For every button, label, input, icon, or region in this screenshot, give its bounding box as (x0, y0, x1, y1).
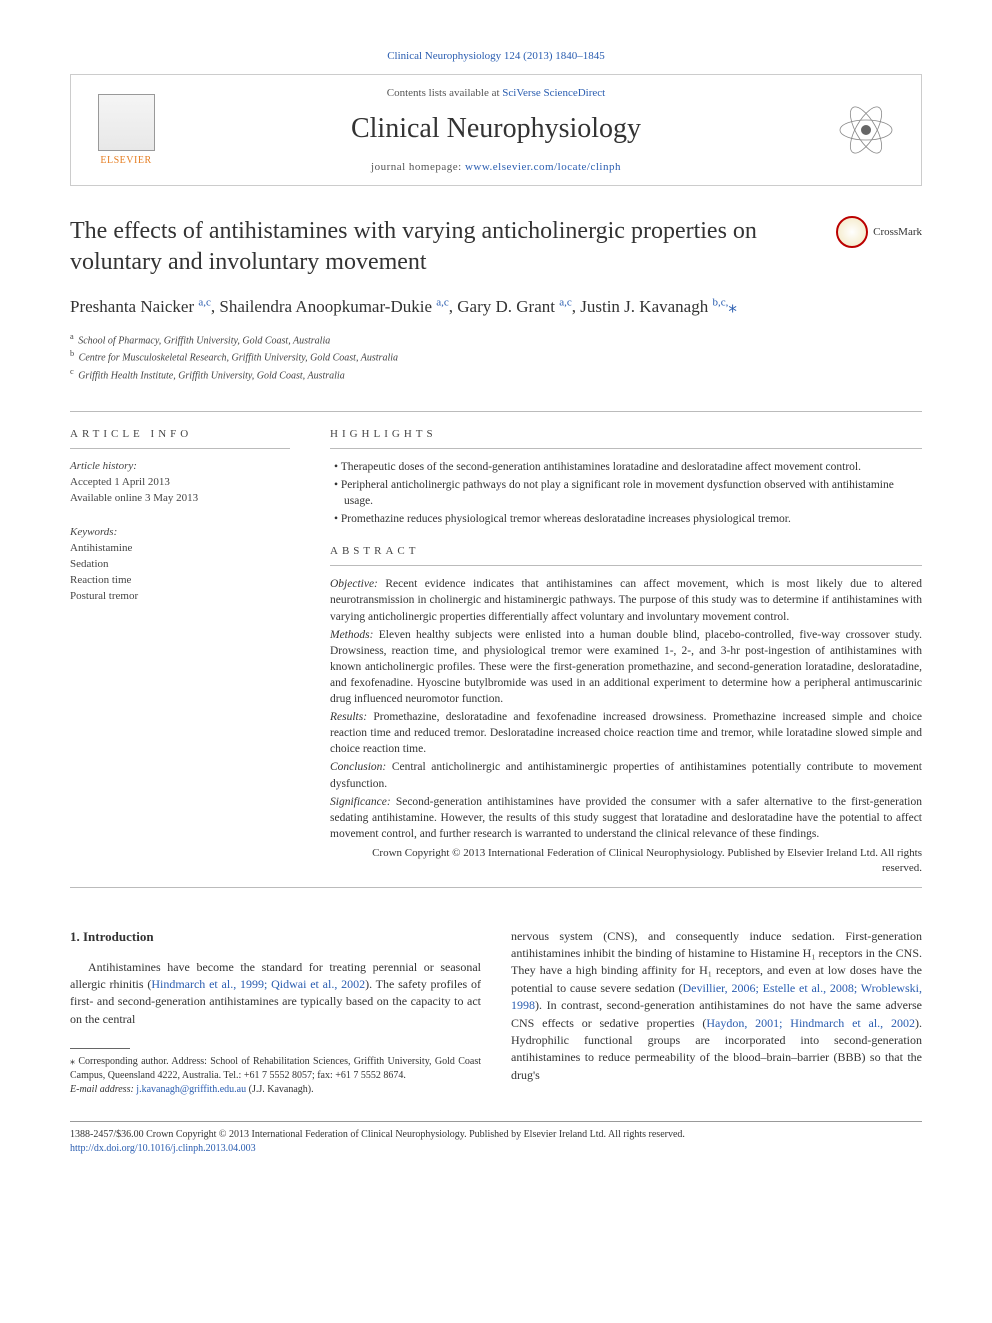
abstract-section: Objective: Recent evidence indicates tha… (330, 576, 922, 624)
homepage-link[interactable]: www.elsevier.com/locate/clinph (465, 161, 621, 173)
abstract-section: Conclusion: Central anticholinergic and … (330, 759, 922, 791)
highlight-item: Therapeutic doses of the second-generati… (330, 459, 922, 475)
journal-reference: Clinical Neurophysiology 124 (2013) 1840… (70, 50, 922, 62)
sciencedirect-link[interactable]: SciVerse ScienceDirect (502, 87, 605, 99)
keywords-label: Keywords: (70, 525, 290, 541)
abstract-heading: ABSTRACT (330, 545, 922, 566)
crossmark-icon (836, 216, 868, 248)
keyword-item: Sedation (70, 557, 290, 573)
homepage-prefix: journal homepage: (371, 161, 465, 173)
abstract-label: Conclusion: (330, 761, 392, 773)
elsevier-tree-icon (98, 94, 155, 151)
corresponding-footnote: ⁎ Corresponding author. Address: School … (70, 1055, 481, 1097)
article-info-heading: ARTICLE INFO (70, 428, 290, 449)
doi-link[interactable]: http://dx.doi.org/10.1016/j.clinph.2013.… (70, 1143, 256, 1154)
affiliation-line: b Centre for Musculoskeletal Research, G… (70, 348, 922, 365)
corresponding-marker: ⁎ (728, 297, 737, 316)
homepage-line: journal homepage: www.elsevier.com/locat… (161, 161, 831, 173)
abstract-text: Recent evidence indicates that antihista… (330, 578, 922, 622)
email-suffix: (J.J. Kavanagh). (249, 1084, 314, 1095)
body-left-column: 1. Introduction Antihistamines have beco… (70, 928, 481, 1097)
elsevier-label: ELSEVIER (100, 155, 151, 166)
highlights-heading: HIGHLIGHTS (330, 428, 922, 449)
body-right-column: nervous system (CNS), and consequently i… (511, 928, 922, 1097)
abstract-copyright: Crown Copyright © 2013 International Fed… (330, 846, 922, 877)
abstract-label: Methods: (330, 629, 379, 641)
abstract-text: Promethazine, desloratadine and fexofena… (330, 711, 922, 755)
keywords-block: Keywords: AntihistamineSedationReaction … (70, 525, 290, 605)
elsevier-logo[interactable]: ELSEVIER (91, 90, 161, 170)
contents-prefix: Contents lists available at (387, 87, 502, 99)
authors-text: Preshanta Naicker a,c, Shailendra Anoopk… (70, 297, 728, 316)
highlights-list: Therapeutic doses of the second-generati… (330, 459, 922, 527)
article-title: The effects of antihistamines with varyi… (70, 216, 836, 278)
abstract-text: Second-generation antihistamines have pr… (330, 796, 922, 840)
email-link[interactable]: j.kavanagh@griffith.edu.au (136, 1084, 246, 1095)
article-history: Article history: Accepted 1 April 2013 A… (70, 459, 290, 507)
keyword-item: Postural tremor (70, 589, 290, 605)
abstract-label: Significance: (330, 796, 396, 808)
journal-header: ELSEVIER Contents lists available at Sci… (70, 74, 922, 186)
email-label: E-mail address: (70, 1084, 134, 1095)
intro-heading: 1. Introduction (70, 928, 481, 947)
history-label: Article history: (70, 459, 290, 475)
abstract-text: Central anticholinergic and antihistamin… (330, 761, 922, 789)
highlight-item: Promethazine reduces physiological tremo… (330, 511, 922, 527)
authors-line: Preshanta Naicker a,c, Shailendra Anoopk… (70, 296, 922, 317)
abstract-section: Methods: Eleven healthy subjects were en… (330, 627, 922, 707)
crossmark-badge[interactable]: CrossMark (836, 216, 922, 248)
abstract-label: Results: (330, 711, 373, 723)
society-logo (831, 95, 901, 165)
affiliation-line: c Griffith Health Institute, Griffith Un… (70, 366, 922, 383)
accepted-date: Accepted 1 April 2013 (70, 475, 290, 491)
abstract-text: Eleven healthy subjects were enlisted in… (330, 629, 922, 705)
contents-line: Contents lists available at SciVerse Sci… (161, 87, 831, 99)
citation-link[interactable]: Haydon, 2001; Hindmarch et al., 2002 (706, 1016, 915, 1030)
highlight-item: Peripheral anticholinergic pathways do n… (330, 477, 922, 509)
abstract-body: Objective: Recent evidence indicates tha… (330, 576, 922, 842)
online-date: Available online 3 May 2013 (70, 491, 290, 507)
crossmark-label: CrossMark (873, 226, 922, 238)
abstract-section: Significance: Second-generation antihist… (330, 794, 922, 842)
footer-copyright: 1388-2457/$36.00 Crown Copyright © 2013 … (70, 1128, 922, 1142)
affiliations: a School of Pharmacy, Griffith Universit… (70, 331, 922, 383)
journal-ref-link[interactable]: Clinical Neurophysiology 124 (2013) 1840… (387, 50, 605, 62)
footnote-corr: ⁎ Corresponding author. Address: School … (70, 1055, 481, 1083)
abstract-section: Results: Promethazine, desloratadine and… (330, 709, 922, 757)
journal-name: Clinical Neurophysiology (161, 113, 831, 145)
keyword-item: Reaction time (70, 573, 290, 589)
citation-link[interactable]: Hindmarch et al., 1999; Qidwai et al., 2… (151, 977, 365, 991)
abstract-label: Objective: (330, 578, 385, 590)
keyword-item: Antihistamine (70, 541, 290, 557)
affiliation-line: a School of Pharmacy, Griffith Universit… (70, 331, 922, 348)
